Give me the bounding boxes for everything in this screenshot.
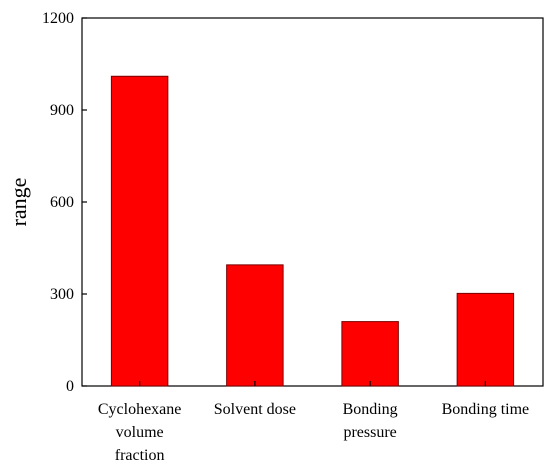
x-tick-label-line: Cyclohexane	[98, 401, 182, 418]
x-tick-label: Cyclohexane volume fraction	[98, 401, 182, 464]
bar	[456, 292, 515, 387]
x-tick-label-line: Solvent dose	[214, 401, 296, 418]
x-tick-label-line: Bonding	[343, 401, 398, 418]
bar	[341, 321, 399, 387]
x-tick-label: Bonding pressure	[343, 401, 398, 441]
x-tick-label: Solvent dose	[214, 401, 296, 418]
y-tick-label: 900	[50, 102, 74, 119]
x-tick-label-line: pressure	[343, 424, 396, 441]
x-tick-label-line: volume	[116, 424, 164, 441]
x-tick-label: Bonding time	[442, 401, 530, 418]
y-axis-title: range	[6, 178, 31, 227]
y-tick-label: 0	[66, 378, 74, 395]
x-axis: Cyclohexane volume fraction Solvent dose Bon…	[98, 381, 529, 464]
y-tick-label: 1200	[42, 10, 74, 27]
bars	[110, 75, 515, 387]
y-tick-label: 600	[50, 194, 74, 211]
bar	[226, 264, 284, 387]
x-tick-label-line: Bonding time	[442, 401, 530, 418]
x-tick-label-line: fraction	[115, 447, 165, 464]
y-axis: 0 300 600 900 1200	[42, 10, 87, 395]
bar	[110, 75, 169, 387]
y-tick-label: 300	[50, 286, 74, 303]
